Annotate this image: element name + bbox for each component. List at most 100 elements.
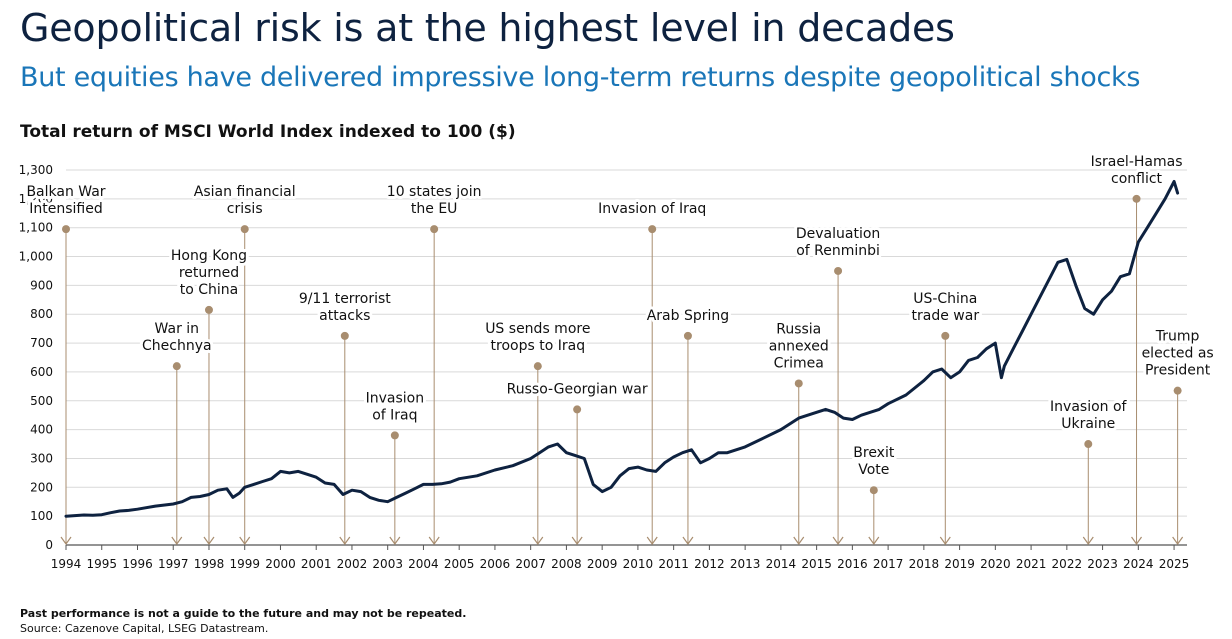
annotation-marker: [573, 405, 582, 414]
x-tick-label: 2001: [301, 557, 332, 571]
x-tick-label: 1994: [51, 557, 82, 571]
x-tick-label: 2015: [801, 557, 832, 571]
annotation-label: Vote: [858, 462, 889, 478]
annotation-label: 10 states join: [387, 184, 482, 200]
annotation-marker: [1173, 386, 1182, 395]
annotation-label: attacks: [319, 308, 370, 324]
annotation-label: elected as: [1142, 346, 1214, 362]
x-tick-label: 2008: [551, 557, 582, 571]
annotation-label: Arab Spring: [647, 308, 729, 324]
y-tick-label: 100: [30, 509, 53, 523]
x-tick-label: 2023: [1087, 557, 1118, 571]
x-tick-label: 2011: [658, 557, 689, 571]
x-tick-label: 2012: [694, 557, 725, 571]
page-subtitle: But equities have delivered impressive l…: [20, 62, 1141, 93]
annotation-label: of Iraq: [372, 407, 417, 423]
y-tick-label: 0: [45, 538, 53, 552]
x-tick-label: 1999: [229, 557, 260, 571]
annotation-marker: [1132, 194, 1141, 203]
x-tick-label: 2003: [372, 557, 403, 571]
annotation-arrowhead: [1131, 536, 1143, 546]
x-tick-label: 2016: [837, 557, 868, 571]
annotation-marker: [340, 331, 349, 340]
y-axis-ticks: 0 100 200 300 400 500 600 700 800 900 1,000 1,100 1,…: [19, 163, 53, 552]
annotation-marker: [683, 331, 692, 340]
annotation-arrowhead: [1082, 536, 1094, 546]
x-tick-label: 2014: [766, 557, 797, 571]
annotation-arrowhead: [339, 536, 351, 546]
annotation-arrowhead: [428, 536, 440, 546]
annotation-label: Ukraine: [1061, 416, 1115, 432]
x-tick-label: 1996: [122, 557, 153, 571]
annotation-marker: [172, 362, 181, 371]
annotation-label: Balkan War: [26, 184, 105, 200]
annotation-label: Israel-Hamas: [1091, 154, 1183, 170]
annotation-arrowhead: [532, 536, 544, 546]
annotation-label: US-China: [913, 291, 977, 307]
source-note: Source: Cazenove Capital, LSEG Datastrea…: [20, 622, 269, 635]
annotation-label: of Renminbi: [796, 243, 880, 259]
annotation-arrowhead: [646, 536, 658, 546]
x-tick-label: 2019: [944, 557, 975, 571]
x-tick-label: 2013: [730, 557, 761, 571]
annotation-marker: [390, 431, 399, 440]
y-tick-label: 500: [30, 394, 53, 408]
series-line-msci-world: [64, 180, 1180, 518]
annotation-arrowhead: [832, 536, 844, 546]
x-tick-label: 2025: [1159, 557, 1190, 571]
x-tick-label: 2018: [909, 557, 940, 571]
annotation-label: to China: [180, 282, 239, 298]
y-tick-label: 600: [30, 365, 53, 379]
annotation-arrowhead: [868, 536, 880, 546]
y-tick-label: 800: [30, 307, 53, 321]
annotation-label: Brexit: [853, 445, 895, 461]
y-tick-label: 400: [30, 423, 53, 437]
annotation-label: Invasion: [366, 390, 425, 406]
gridlines: [66, 169, 1187, 546]
annotation-label: Trump: [1155, 329, 1200, 345]
annotation-label: US sends more: [485, 321, 590, 337]
annotation-label: President: [1145, 363, 1211, 379]
x-tick-label: 1995: [86, 557, 117, 571]
annotation-label: crisis: [227, 201, 263, 217]
annotation-marker: [941, 331, 950, 340]
annotation-label: Invasion of: [1050, 399, 1128, 415]
annotation-label: Hong Kong: [171, 248, 247, 264]
annotation-arrowhead: [939, 536, 951, 546]
annotation-marker: [204, 305, 213, 314]
annotation-marker: [869, 486, 878, 495]
page-title: Geopolitical risk is at the highest leve…: [20, 6, 955, 50]
annotation-label: conflict: [1111, 171, 1163, 187]
annotation-arrowhead: [171, 536, 183, 546]
y-tick-label: 700: [30, 336, 53, 350]
annotation-arrowhead: [682, 536, 694, 546]
x-tick-label: 2000: [265, 557, 296, 571]
x-tick-label: 2020: [980, 557, 1011, 571]
x-tick-label: 1997: [158, 557, 189, 571]
annotation-arrowhead: [60, 536, 72, 546]
annotation-label: War in: [155, 321, 200, 337]
annotation-label: Intensified: [29, 201, 102, 217]
x-tick-label: 2024: [1123, 557, 1154, 571]
x-tick-label: 2021: [1016, 557, 1047, 571]
y-tick-label: 200: [30, 480, 53, 494]
x-tick-label: 2022: [1052, 557, 1083, 571]
x-tick-label: 2006: [480, 557, 511, 571]
annotation-label: Chechnya: [142, 338, 212, 354]
x-tick-label: 2005: [444, 557, 475, 571]
annotation-arrowhead: [239, 536, 251, 546]
annotation-marker: [62, 225, 70, 234]
annotation-label: Asian financial: [194, 184, 296, 200]
x-tick-label: 2017: [873, 557, 904, 571]
x-tick-label: 2010: [623, 557, 654, 571]
y-tick-label: 900: [30, 278, 53, 292]
annotation-label: Invasion of Iraq: [598, 201, 706, 217]
past-performance-disclaimer: Past performance is not a guide to the f…: [20, 607, 467, 620]
x-axis-ticks: 1994 1995 1996 1997 1998 1999 2000 2001 2002 2003…: [51, 545, 1190, 571]
y-tick-label: 1,100: [19, 221, 53, 235]
msci-world-line-chart: 0 100 200 300 400 500 600 700 800 900 1,000 1,100 1,…: [19, 151, 1217, 571]
annotation-label: Russo-Georgian war: [507, 381, 648, 397]
annotation-marker: [1084, 440, 1093, 449]
y-tick-label: 1,000: [19, 250, 53, 264]
